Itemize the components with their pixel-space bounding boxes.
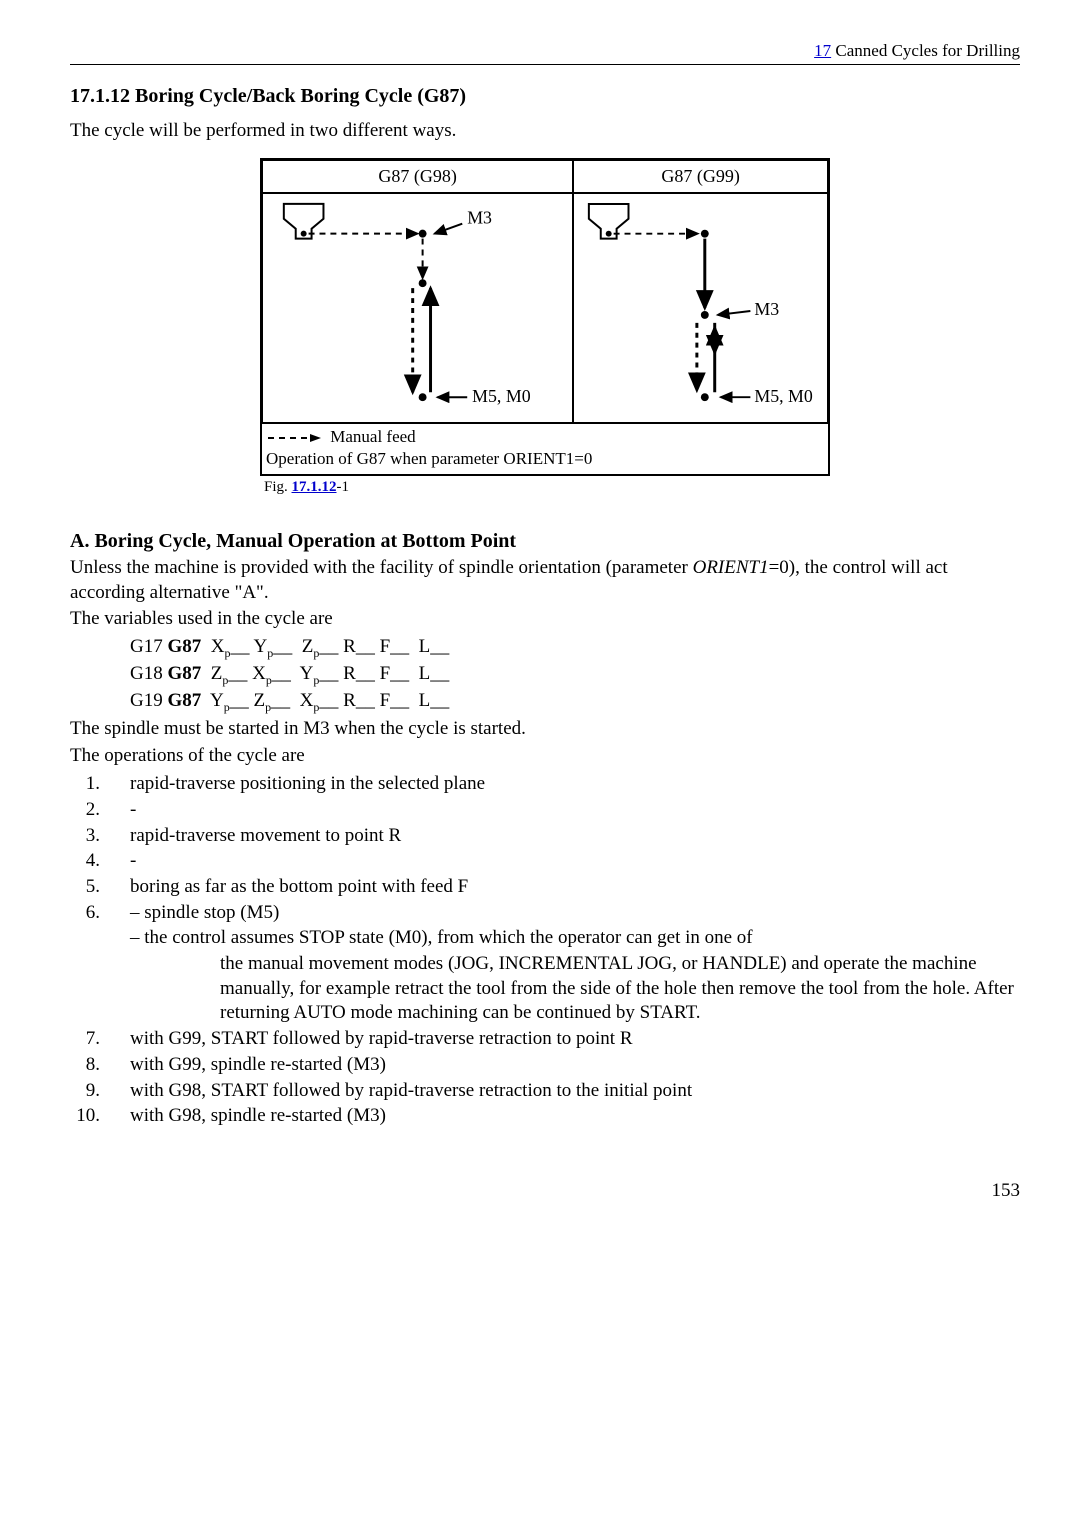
figure-link[interactable]: 17.1.12	[292, 479, 337, 495]
op-num: 3.	[70, 824, 130, 849]
op-text: -	[130, 849, 1020, 874]
op-text: -	[130, 798, 1020, 823]
operations-list: 1.rapid-traverse positioning in the sele…	[70, 772, 1020, 1129]
figure-head-right: G87 (G99)	[573, 160, 828, 193]
spindle-line: The spindle must be started in M3 when t…	[70, 717, 1020, 742]
chapter-link[interactable]: 17	[814, 41, 831, 60]
var-line-3: G19 G87 Yp__ Zp__ Xp__ R__ F__ L__	[130, 688, 1020, 715]
op-num: 4.	[70, 849, 130, 874]
op-num: 2.	[70, 798, 130, 823]
figure-diagram-left: M3 M5, M0	[262, 193, 573, 423]
list-item: 2.-	[70, 798, 1020, 823]
subsection-title: A. Boring Cycle, Manual Operation at Bot…	[70, 528, 1020, 554]
op-num: 10.	[70, 1104, 130, 1129]
svg-text:M3: M3	[755, 299, 780, 319]
list-item: 6.– spindle stop (M5)	[70, 901, 1020, 926]
section-title: 17.1.12 Boring Cycle/Back Boring Cycle (…	[70, 83, 1020, 109]
var-line-2: G18 G87 Zp__ Xp__ Yp__ R__ F__ L__	[130, 661, 1020, 688]
list-item: 9.with G98, START followed by rapid-trav…	[70, 1079, 1020, 1104]
op-text: rapid-traverse movement to point R	[130, 824, 1020, 849]
op-text: – spindle stop (M5)	[130, 901, 1020, 926]
ops-intro: The operations of the cycle are	[70, 744, 1020, 769]
figure-caption-suffix: -1	[337, 479, 350, 495]
vars-intro: The variables used in the cycle are	[70, 607, 1020, 632]
variable-lines: G17 G87 Xp__ Yp__ Zp__ R__ F__ L__ G18 G…	[130, 634, 1020, 715]
para1-a: Unless the machine is provided with the …	[70, 557, 693, 578]
list-item: 3.rapid-traverse movement to point R	[70, 824, 1020, 849]
list-item: 1.rapid-traverse positioning in the sele…	[70, 772, 1020, 797]
op-text: with G98, START followed by rapid-traver…	[130, 1079, 1020, 1104]
list-item: 4.-	[70, 849, 1020, 874]
op-num: 5.	[70, 875, 130, 900]
op-text: the manual movement modes (JOG, INCREMEN…	[220, 952, 1020, 1026]
figure-caption-line2: Operation of G87 when parameter ORIENT1=…	[266, 449, 592, 468]
op-text: with G99, spindle re-started (M3)	[130, 1053, 1020, 1078]
list-item: 5.boring as far as the bottom point with…	[70, 875, 1020, 900]
figure-diagram-right: M3 M5, M0	[573, 193, 828, 423]
figure-caption-arrow-label: Manual feed	[330, 427, 415, 446]
figure-container: G87 (G98) G87 (G99)	[70, 158, 1020, 498]
op-num: 1.	[70, 772, 130, 797]
figure-caption-prefix: Fig.	[264, 479, 292, 495]
list-item: – the control assumes STOP state (M0), f…	[70, 926, 1020, 951]
op-text: – the control assumes STOP state (M0), f…	[130, 926, 1020, 951]
figure-inner-caption: Manual feed Operation of G87 when parame…	[262, 423, 828, 474]
list-item: the manual movement modes (JOG, INCREMEN…	[70, 952, 1020, 1026]
op-text: with G98, spindle re-started (M3)	[130, 1104, 1020, 1129]
svg-text:M3: M3	[467, 208, 492, 228]
svg-text:M5, M0: M5, M0	[755, 386, 814, 406]
list-item: 8.with G99, spindle re-started (M3)	[70, 1053, 1020, 1078]
list-item: 7.with G99, START followed by rapid-trav…	[70, 1027, 1020, 1052]
chapter-title: Canned Cycles for Drilling	[831, 41, 1020, 60]
section-intro: The cycle will be performed in two diffe…	[70, 119, 1020, 144]
figure-head-left: G87 (G98)	[262, 160, 573, 193]
op-num: 9.	[70, 1079, 130, 1104]
figure-outer-caption: Fig. 17.1.12-1	[260, 478, 830, 498]
svg-text:M5, M0: M5, M0	[472, 386, 531, 406]
op-num: 8.	[70, 1053, 130, 1078]
list-item: 10.with G98, spindle re-started (M3)	[70, 1104, 1020, 1129]
op-text: boring as far as the bottom point with f…	[130, 875, 1020, 900]
page-header: 17 Canned Cycles for Drilling	[70, 40, 1020, 65]
var-line-1: G17 G87 Xp__ Yp__ Zp__ R__ F__ L__	[130, 634, 1020, 661]
op-text: rapid-traverse positioning in the select…	[130, 772, 1020, 797]
op-num: 6.	[70, 901, 130, 926]
page-number: 153	[70, 1179, 1020, 1204]
op-num: 7.	[70, 1027, 130, 1052]
figure-box: G87 (G98) G87 (G99)	[260, 158, 830, 477]
orient-var: ORIENT1	[693, 557, 769, 578]
op-text: with G99, START followed by rapid-traver…	[130, 1027, 1020, 1052]
subsection-para1: Unless the machine is provided with the …	[70, 556, 1020, 605]
